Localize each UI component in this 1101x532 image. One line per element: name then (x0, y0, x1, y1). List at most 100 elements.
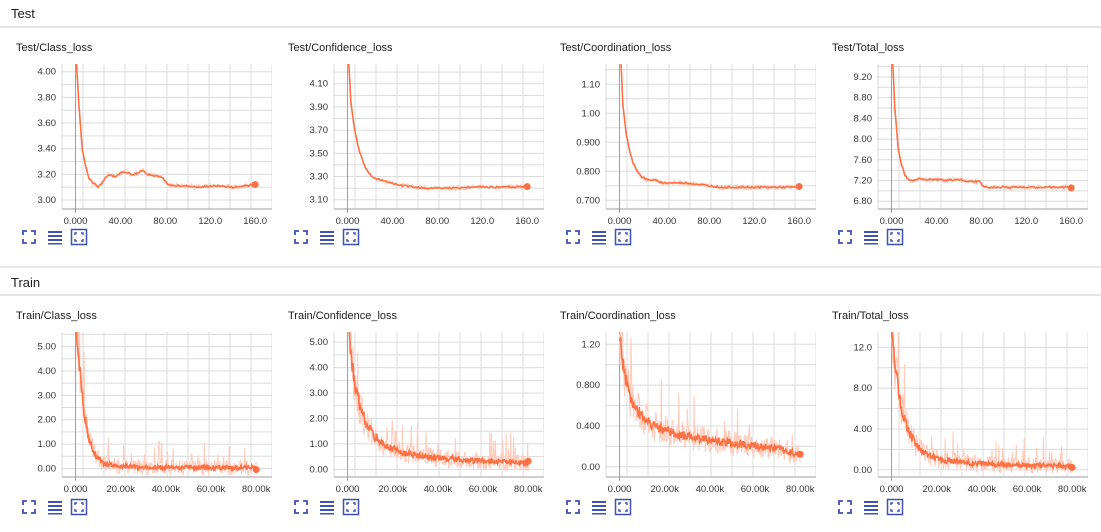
fullscreen-icon[interactable] (292, 498, 310, 516)
fullscreen-icon[interactable] (20, 228, 38, 246)
fit-domain-icon[interactable] (70, 498, 88, 516)
x-tick-label: 40.00k (152, 484, 181, 495)
chart-card: Train/Coordination_loss 0.00 0.400 0.800 1.2… (544, 296, 816, 528)
last-point-marker[interactable] (796, 450, 804, 458)
raw-series-line (619, 332, 801, 465)
fullscreen-icon[interactable] (836, 228, 854, 246)
toggle-log-scale-icon[interactable] (862, 228, 880, 246)
fit-domain-icon[interactable] (886, 228, 904, 246)
chart-title: Train/Class_loss (16, 310, 97, 322)
y-tick-label: 3.20 (38, 169, 57, 180)
x-tick-label: 0.000 (336, 484, 360, 495)
x-tick-label: 40.00k (424, 484, 453, 495)
fit-domain-icon[interactable] (342, 228, 360, 246)
chart-plot[interactable]: 0.700 0.800 0.900 1.00 1.10 0.000 40.00 80.00 12… (544, 28, 816, 228)
x-tick-label: 40.00k (696, 484, 725, 495)
last-point-marker[interactable] (524, 457, 532, 465)
chart-title: Train/Total_loss (832, 310, 909, 322)
y-tick-label: 0.00 (582, 462, 601, 473)
fit-domain-icon[interactable] (614, 498, 632, 516)
chart-card: Train/Total_loss 0.00 4.00 8.00 12.0 0.000 20.… (816, 296, 1088, 528)
raw-series-line (620, 64, 800, 192)
section-header-test[interactable]: Test (0, 0, 1101, 28)
x-tick-label: 20.00k (922, 484, 951, 495)
chart-plot[interactable]: 0.00 0.400 0.800 1.20 0.000 20.00k 40.00k 60.00… (544, 296, 816, 496)
raw-series-line (348, 332, 529, 472)
y-tick-label: 7.60 (854, 155, 873, 166)
x-tick-label: 120.0 (742, 216, 766, 227)
y-tick-label: 1.10 (582, 79, 601, 90)
y-tick-label: 3.60 (38, 118, 57, 129)
section-title: Train (11, 275, 41, 290)
y-tick-label: 4.00 (38, 67, 57, 78)
last-point-marker[interactable] (795, 182, 803, 190)
y-tick-label: 3.00 (38, 390, 57, 401)
chart-plot[interactable]: 6.80 7.20 7.60 8.00 8.40 8.80 9.20 0.000 40.00 80… (816, 28, 1088, 228)
fit-domain-icon[interactable] (342, 498, 360, 516)
last-point-marker[interactable] (523, 183, 531, 191)
last-point-marker[interactable] (1068, 463, 1076, 471)
x-tick-label: 120.0 (470, 216, 494, 227)
chart-plot[interactable]: 0.00 1.00 2.00 3.00 4.00 5.00 0.000 20.00k 40.00… (272, 296, 544, 496)
smoothed-series-line (75, 332, 257, 473)
x-tick-label: 80.00k (1058, 484, 1087, 495)
y-tick-label: 4.00 (38, 366, 57, 377)
x-tick-label: 160.0 (243, 216, 267, 227)
fullscreen-icon[interactable] (564, 228, 582, 246)
smoothed-series-line (348, 64, 528, 190)
fit-domain-icon[interactable] (70, 228, 88, 246)
chart-plot[interactable]: 0.00 1.00 2.00 3.00 4.00 5.00 0.000 20.00k 40.00… (0, 296, 272, 496)
x-tick-label: 20.00k (106, 484, 135, 495)
y-tick-label: 3.10 (310, 195, 329, 206)
fullscreen-icon[interactable] (20, 498, 38, 516)
x-tick-label: 160.0 (1059, 216, 1083, 227)
y-tick-label: 3.50 (310, 148, 329, 159)
y-tick-label: 7.20 (854, 176, 873, 187)
y-tick-label: 3.00 (310, 388, 329, 399)
y-tick-label: 8.80 (854, 93, 873, 104)
toggle-log-scale-icon[interactable] (46, 498, 64, 516)
toggle-log-scale-icon[interactable] (318, 498, 336, 516)
x-tick-label: 80.00 (697, 216, 721, 227)
chart-toolbar (292, 228, 372, 246)
y-tick-label: 1.00 (310, 439, 329, 450)
x-tick-label: 40.00 (109, 216, 133, 227)
toggle-log-scale-icon[interactable] (590, 498, 608, 516)
x-tick-label: 80.00 (153, 216, 177, 227)
chart-plot[interactable]: 0.00 4.00 8.00 12.0 0.000 20.00k 40.00k 60.00k 8… (816, 296, 1088, 496)
chart-toolbar (292, 498, 372, 516)
last-point-marker[interactable] (251, 181, 259, 189)
y-tick-label: 2.00 (310, 413, 329, 424)
last-point-marker[interactable] (252, 466, 260, 474)
x-tick-label: 40.00 (925, 216, 949, 227)
x-tick-label: 0.000 (64, 484, 88, 495)
x-tick-label: 80.00 (969, 216, 993, 227)
chart-title: Test/Class_loss (16, 42, 93, 54)
fit-domain-icon[interactable] (886, 498, 904, 516)
chart-plot[interactable]: 3.10 3.30 3.50 3.70 3.90 4.10 0.000 40.00 80.00 1… (272, 28, 544, 228)
toggle-log-scale-icon[interactable] (862, 498, 880, 516)
y-tick-label: 5.00 (310, 337, 329, 348)
y-tick-label: 0.400 (576, 421, 600, 432)
y-tick-label: 8.40 (854, 113, 873, 124)
toggle-log-scale-icon[interactable] (318, 228, 336, 246)
chart-card: Train/Confidence_loss 0.00 1.00 2.00 3.00 4.0… (272, 296, 544, 528)
x-tick-label: 80.00k (514, 484, 543, 495)
fullscreen-icon[interactable] (836, 498, 854, 516)
chart-plot[interactable]: 3.00 3.20 3.40 3.60 3.80 4.00 0.000 40.00 80.00 1… (0, 28, 272, 228)
chart-card: Test/Class_loss 3.00 3.20 3.40 3.60 3.80 4.00 0… (0, 28, 272, 260)
last-point-marker[interactable] (1067, 184, 1075, 192)
chart-toolbar (836, 228, 916, 246)
toggle-log-scale-icon[interactable] (590, 228, 608, 246)
x-tick-label: 40.00 (381, 216, 405, 227)
smoothed-series-line (891, 64, 1072, 190)
fullscreen-icon[interactable] (564, 498, 582, 516)
x-tick-label: 0.000 (880, 484, 904, 495)
y-tick-label: 0.00 (854, 465, 873, 476)
raw-series-line (892, 64, 1072, 192)
fit-domain-icon[interactable] (614, 228, 632, 246)
fullscreen-icon[interactable] (292, 228, 310, 246)
toggle-log-scale-icon[interactable] (46, 228, 64, 246)
chart-title: Test/Coordination_loss (560, 42, 672, 54)
section-header-train[interactable]: Train (0, 266, 1101, 296)
